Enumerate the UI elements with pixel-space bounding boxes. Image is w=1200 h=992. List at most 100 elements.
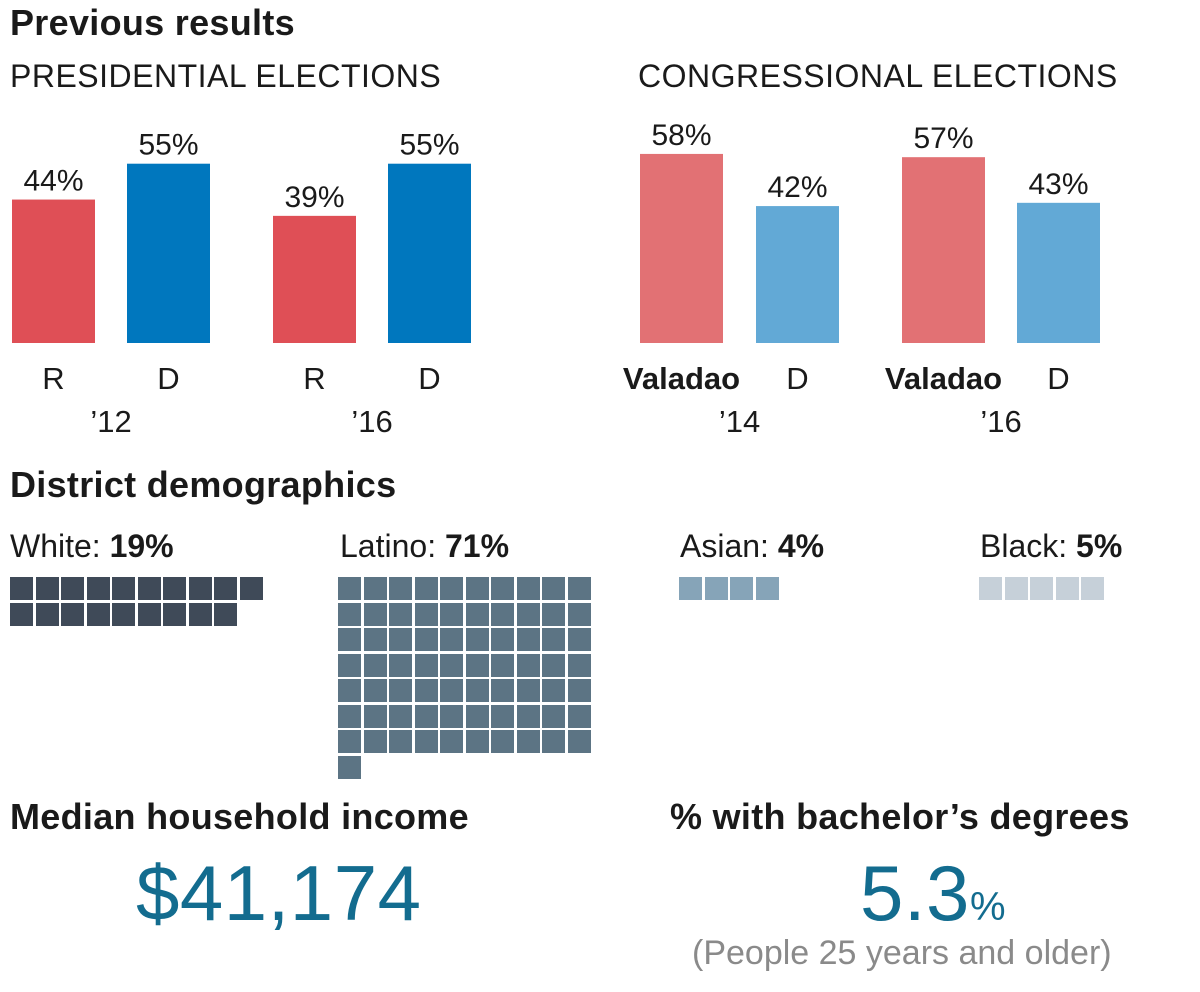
demo-name-asian: Asian:: [680, 528, 769, 564]
waffle-cell: [567, 653, 591, 677]
waffle-cell: [440, 679, 463, 702]
waffle-cell: [491, 577, 514, 600]
waffle-cell: [338, 704, 361, 728]
waffle-cell: [679, 577, 702, 600]
waffle-cell: [567, 679, 591, 702]
bachelor-title: % with bachelor’s degrees: [670, 796, 1130, 837]
waffle-cell: [414, 704, 438, 728]
waffle-cell: [440, 602, 463, 626]
demo-pct-asian: 4%: [777, 528, 825, 564]
demo-pct-white: 19%: [109, 528, 174, 564]
waffle-cell: [363, 730, 387, 753]
waffle-cell: [363, 577, 387, 600]
waffle-cell: [465, 730, 489, 753]
waffle-cell: [389, 653, 412, 677]
demo-name-white: White:: [10, 528, 101, 564]
waffle-cell: [389, 628, 412, 651]
waffle-cell: [10, 602, 33, 626]
waffle-cell: [440, 628, 463, 651]
waffle-cell: [491, 679, 514, 702]
waffle-cell: [542, 602, 565, 626]
waffle-cell: [516, 628, 540, 651]
waffle-cell: [730, 577, 753, 600]
waffle-cell: [491, 730, 514, 753]
waffle-cell: [542, 653, 565, 677]
waffle-cell: [465, 628, 489, 651]
waffle-cell: [414, 602, 438, 626]
waffle-cell: [465, 602, 489, 626]
bar-value-label: 39%: [284, 181, 344, 214]
waffle-cell: [163, 577, 186, 600]
waffle-cell: [35, 577, 59, 600]
waffle-cell: [491, 602, 514, 626]
bar-category-label: D: [418, 361, 440, 396]
bachelor-value: 5.3: [860, 849, 970, 937]
waffle-cell: [338, 577, 361, 600]
waffle-cell: [1081, 577, 1104, 600]
bachelor-value-wrap: 5.3%: [860, 848, 1006, 939]
waffle-cell: [414, 653, 438, 677]
waffle-cell: [755, 577, 779, 600]
bar-category-label: Valadao: [623, 361, 740, 396]
waffle-cell: [363, 679, 387, 702]
waffle-cell: [389, 577, 412, 600]
waffle-cell: [239, 577, 263, 600]
waffle-cell: [516, 602, 540, 626]
waffle-cell: [516, 730, 540, 753]
waffle-cell: [389, 730, 412, 753]
demo-name-black: Black:: [980, 528, 1068, 564]
demo-label-asian: Asian: 4%: [680, 528, 824, 565]
waffle-cell: [86, 577, 110, 600]
waffle-cell: [542, 628, 565, 651]
year-label: ’14: [719, 404, 760, 439]
year-label: ’16: [980, 404, 1021, 439]
waffle-cell: [86, 602, 110, 626]
waffle-cell: [137, 577, 161, 600]
waffle-cell: [389, 679, 412, 702]
demo-label-latino: Latino: 71%: [340, 528, 509, 565]
waffle-cell: [567, 730, 591, 753]
waffle-cell: [465, 679, 489, 702]
waffle-cell: [338, 602, 361, 626]
waffle-cell: [61, 602, 84, 626]
bar-value-label: 55%: [138, 129, 198, 162]
bar-0-1-1: [388, 163, 471, 343]
demo-label-white: White: 19%: [10, 528, 174, 565]
waffle-cell: [389, 602, 412, 626]
waffle-cell: [1055, 577, 1079, 600]
bar-1-1-1: [1017, 202, 1100, 343]
bar-value-label: 57%: [913, 122, 973, 155]
bar-0-0-0: [12, 199, 95, 343]
waffle-cell: [414, 679, 438, 702]
waffle-cell: [414, 577, 438, 600]
waffle-cell: [440, 577, 463, 600]
bar-category-label: D: [786, 361, 808, 396]
waffle-cell: [338, 628, 361, 651]
bachelor-note: (People 25 years and older): [692, 934, 1112, 972]
waffle-cell: [112, 577, 135, 600]
waffle-cell: [979, 577, 1002, 600]
demo-pct-black: 5%: [1076, 528, 1123, 564]
year-label: ’12: [90, 404, 131, 439]
bar-value-label: 43%: [1028, 168, 1088, 201]
bar-category-label: R: [303, 361, 325, 396]
waffle-cell: [567, 602, 591, 626]
waffle-cell: [137, 602, 161, 626]
demo-name-latino: Latino:: [340, 528, 437, 564]
demo-label-black: Black: 5%: [980, 528, 1122, 565]
waffle-cell: [542, 704, 565, 728]
waffle-cell: [338, 755, 361, 779]
waffle-cell: [214, 602, 237, 626]
bar-1-1-0: [902, 157, 985, 343]
waffle-cell: [465, 577, 489, 600]
waffle-cell: [465, 653, 489, 677]
waffle-cell: [363, 704, 387, 728]
income-value: $41,174: [136, 849, 422, 937]
bar-value-label: 58%: [651, 119, 711, 152]
previous-results-title: Previous results: [10, 2, 295, 43]
waffle-cell: [440, 653, 463, 677]
bar-value-label: 42%: [767, 171, 827, 204]
waffle-cell: [491, 704, 514, 728]
waffle-cell: [542, 577, 565, 600]
waffle-cell: [516, 653, 540, 677]
